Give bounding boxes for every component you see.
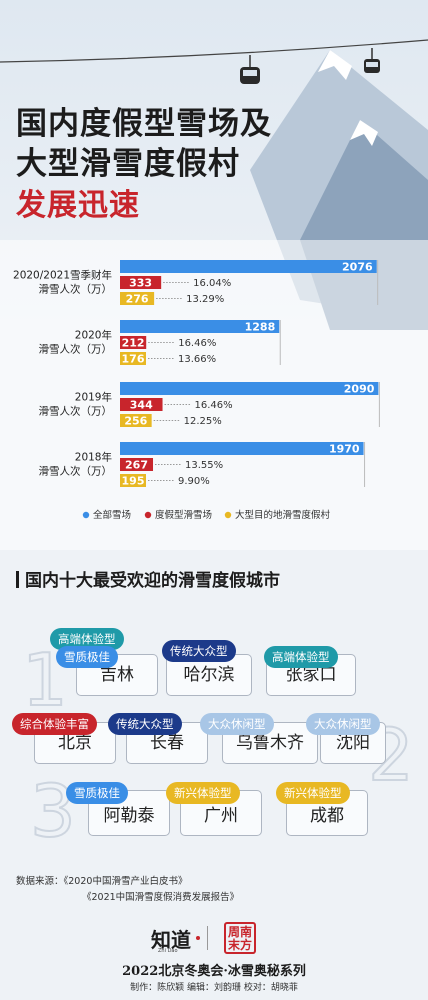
bar-value-label: 2076 — [342, 261, 373, 274]
category-label: 滑雪人次（万） — [39, 343, 113, 356]
legend-entry: 大型目的地滑雪度假村 — [235, 509, 331, 521]
logo-dot-icon — [196, 936, 200, 940]
share-label: 9.90% — [178, 476, 210, 487]
category-label: 滑雪人次（万） — [39, 405, 113, 418]
city-type-tag: 传统大众型 — [162, 640, 236, 662]
category-label: 2020年 — [75, 329, 112, 342]
city-type-tag: 雪质极佳 — [56, 646, 118, 668]
bar — [120, 474, 146, 487]
city-type-tag: 大众休闲型 — [200, 713, 274, 735]
city-type-tag: 雪质极佳 — [66, 782, 128, 804]
zhidao-logo: 知道 — [151, 928, 191, 952]
bar — [120, 442, 364, 455]
logo-divider — [207, 926, 208, 950]
city-type-tag: 新兴体验型 — [276, 782, 350, 804]
share-label: 16.46% — [178, 338, 216, 349]
bar — [120, 260, 377, 273]
legend-swatch — [82, 511, 90, 519]
city-name: 乌鲁木齐 — [236, 733, 304, 753]
city-type-tag: 新兴体验型 — [166, 782, 240, 804]
bar-value-label: 195 — [122, 475, 145, 488]
bar — [120, 276, 162, 289]
city-name: 北京 — [58, 733, 92, 753]
bar — [120, 292, 155, 305]
bar — [120, 320, 280, 333]
city-type-tag: 综合体验丰富 — [12, 713, 97, 735]
source-ref-2: 《2021中国滑雪度假消费发展报告》 — [82, 892, 240, 903]
cable-wire — [0, 39, 428, 63]
share-label: 16.04% — [193, 278, 231, 289]
source-label: 数据来源： — [16, 876, 64, 887]
category-label: 2020/2021雪季财年 — [13, 269, 112, 282]
bar — [120, 398, 163, 411]
bar-value-label: 333 — [129, 277, 152, 290]
bar-value-label: 276 — [126, 293, 149, 306]
section-title: 国内十大最受欢迎的滑雪度假城市 — [16, 566, 280, 591]
legend-entry: 度假型滑雪场 — [155, 509, 212, 521]
cable-car-icon — [240, 55, 260, 84]
headline-line-3: 发展迅速 — [16, 188, 140, 223]
city-name: 阿勒泰 — [103, 806, 155, 826]
bar-value-label: 1288 — [245, 321, 276, 334]
bar-value-label: 2090 — [344, 383, 375, 396]
category-label: 滑雪人次（万） — [39, 465, 113, 478]
headline-line-2: 大型滑雪度假村 — [16, 146, 240, 182]
bar-value-label: 212 — [122, 337, 145, 350]
mountain-snowcap — [318, 50, 352, 80]
brand-footer: 知道 Zhi Dao 周南 末方 2022北京冬奥会·冰雪奥秘系列 制作：陈欣颖… — [0, 920, 428, 1000]
city-name: 哈尔滨 — [183, 665, 235, 685]
series-name: 2022北京冬奥会·冰雪奥秘系列 — [122, 964, 306, 979]
legend-entry: 全部雪场 — [93, 509, 131, 521]
city-type-tag: 传统大众型 — [108, 713, 182, 735]
city-name: 张家口 — [285, 665, 337, 685]
share-label: 13.66% — [178, 354, 216, 365]
category-label: 2018年 — [75, 451, 112, 464]
bar — [120, 382, 379, 395]
rank-numeral-3: 3 — [30, 769, 76, 853]
category-label: 滑雪人次（万） — [39, 283, 113, 296]
headline-line-1: 国内度假型雪场及 — [16, 106, 272, 142]
bar-value-label: 176 — [122, 353, 145, 366]
bar — [120, 458, 154, 471]
city-name: 吉林 — [100, 665, 134, 685]
share-label: 13.29% — [186, 294, 224, 305]
source-ref-1: 《2020中国滑雪产业白皮书》 — [63, 876, 188, 887]
city-type-tag: 高端体验型 — [50, 628, 124, 650]
bar — [120, 336, 147, 349]
stamp-line-1: 周南 — [227, 925, 252, 939]
zhounan-stamp-logo: 周南 末方 — [224, 922, 256, 954]
city-type-tag: 大众休闲型 — [306, 713, 380, 735]
bar-value-label: 267 — [125, 459, 148, 472]
bar-value-label: 256 — [124, 415, 147, 428]
share-label: 13.55% — [185, 460, 223, 471]
bar — [120, 352, 146, 365]
zhidao-logo-sub: Zhi Dao — [158, 948, 178, 954]
city-name: 成都 — [310, 806, 344, 826]
credits: 制作：陈欣颖 编辑：刘韵珊 校对：胡晓菲 — [130, 983, 298, 993]
legend-swatch — [144, 511, 152, 519]
headline: 国内度假型雪场及 大型滑雪度假村 发展迅速 — [16, 104, 272, 226]
bar — [120, 414, 152, 427]
city-name: 沈阳 — [336, 733, 370, 753]
city-name: 长春 — [150, 733, 184, 753]
cable-car-icon — [364, 48, 380, 73]
city-type-tag: 高端体验型 — [264, 646, 338, 668]
bar-value-label: 344 — [130, 399, 153, 412]
city-name: 广州 — [204, 806, 238, 826]
share-label: 16.46% — [195, 400, 233, 411]
share-label: 12.25% — [184, 416, 222, 427]
bar-value-label: 1970 — [329, 443, 360, 456]
stamp-line-2: 末方 — [227, 938, 252, 952]
data-source: 数据来源：《2020中国滑雪产业白皮书》 《2021中国滑雪度假消费发展报告》 — [16, 874, 239, 906]
legend-swatch — [224, 511, 232, 519]
category-label: 2019年 — [75, 391, 112, 404]
